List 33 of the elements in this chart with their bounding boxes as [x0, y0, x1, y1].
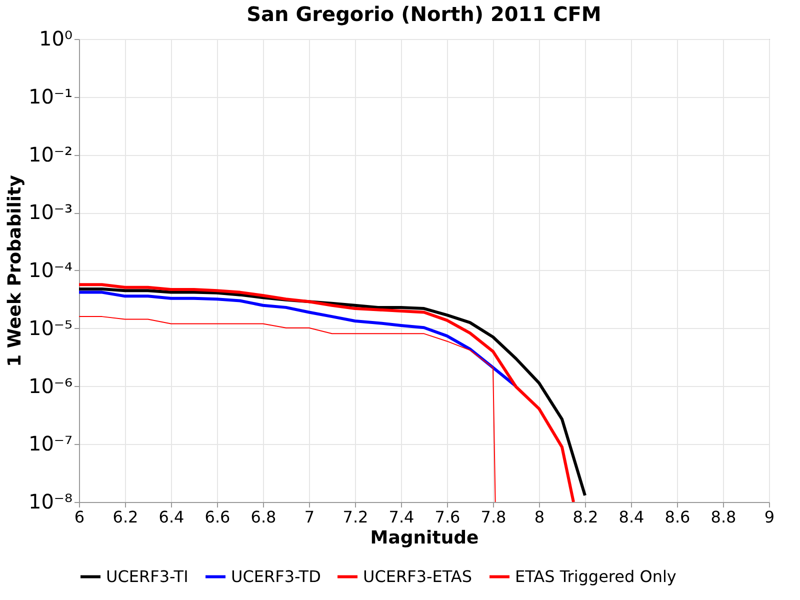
y-tick-label: 10⁻² — [28, 142, 72, 166]
x-tick-label: 8.2 — [572, 508, 598, 526]
x-tick-label: 8.6 — [664, 508, 690, 526]
y-tick-label: 10⁰ — [39, 26, 72, 50]
y-tick-label: 10⁻⁷ — [28, 432, 72, 456]
x-tick-label: 6.8 — [250, 508, 276, 526]
x-tick-label: 8 — [534, 508, 545, 526]
y-tick-label: 10⁻¹ — [28, 84, 72, 108]
x-tick-label: 7.2 — [342, 508, 368, 526]
x-tick-label: 6.2 — [112, 508, 138, 526]
y-tick-label: 10⁻⁵ — [28, 316, 72, 340]
y-tick-label: 10⁻⁶ — [28, 374, 72, 398]
y-tick-label: 10⁻⁸ — [28, 490, 72, 514]
chart-title: San Gregorio (North) 2011 CFM — [246, 2, 602, 26]
y-axis-title: 1 Week Probability — [4, 174, 26, 367]
line-series — [79, 316, 496, 502]
x-tick-label: 7.6 — [434, 508, 460, 526]
x-tick-label: 7.8 — [480, 508, 506, 526]
y-tick-label: 10⁻³ — [28, 200, 72, 224]
y-tick-label: 10⁻⁴ — [28, 258, 72, 282]
x-tick-label: 6.4 — [158, 508, 184, 526]
x-tick-label: 6.6 — [204, 508, 230, 526]
legend-label: UCERF3-TD — [231, 566, 321, 586]
x-tick-label: 7 — [304, 508, 315, 526]
legend-label: UCERF3-TI — [106, 566, 188, 586]
legend-label: ETAS Triggered Only — [515, 566, 676, 586]
legend-label: UCERF3-ETAS — [363, 566, 472, 586]
x-tick-label: 6 — [74, 508, 85, 526]
x-tick-label: 8.8 — [710, 508, 736, 526]
x-axis-title: Magnitude — [370, 528, 479, 548]
x-tick-label: 9 — [764, 508, 775, 526]
x-tick-label: 8.4 — [618, 508, 644, 526]
x-tick-label: 7.4 — [388, 508, 414, 526]
